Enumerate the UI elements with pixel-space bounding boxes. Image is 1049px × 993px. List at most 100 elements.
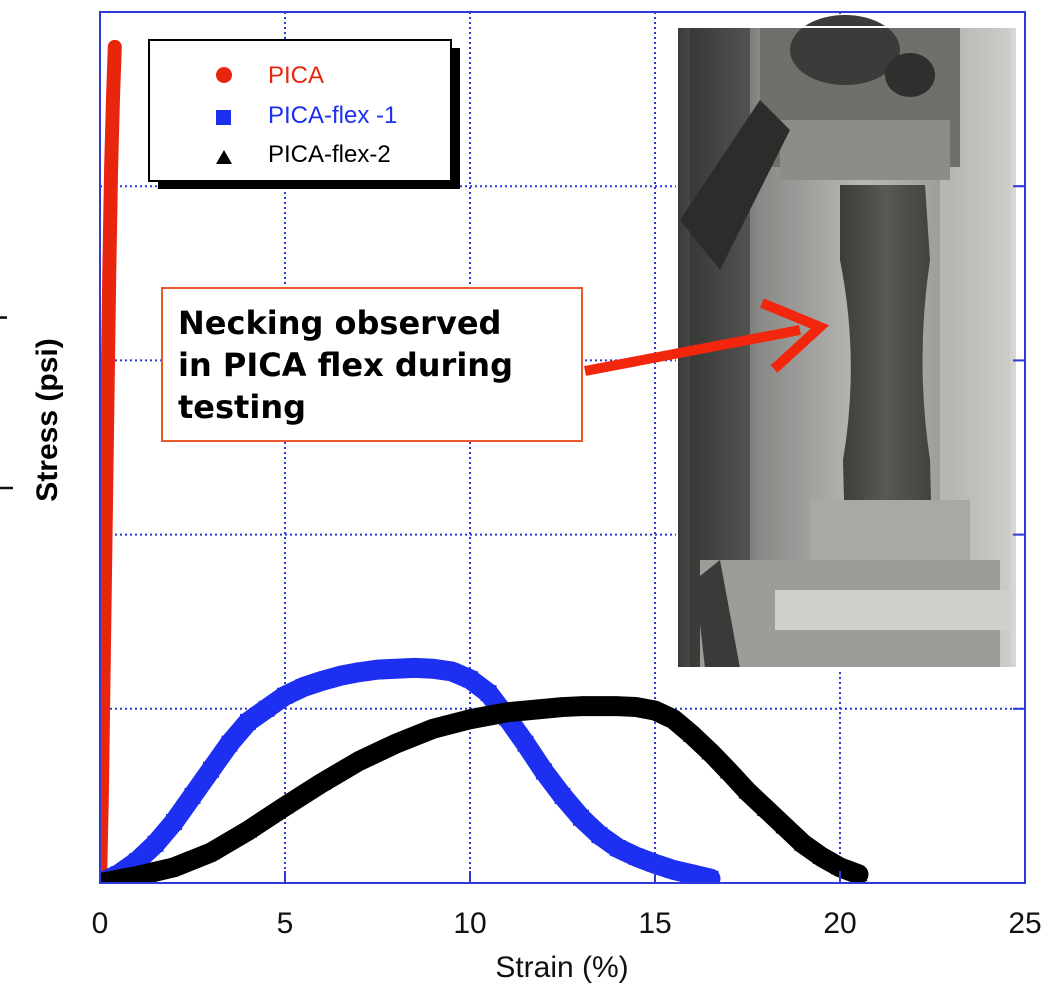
data-point xyxy=(683,725,701,742)
annotation-arrow-head xyxy=(760,298,830,373)
y-axis-label-fragment-2: | xyxy=(0,484,14,492)
data-point xyxy=(184,787,201,804)
data-point xyxy=(573,809,589,826)
data-point xyxy=(313,773,331,790)
data-point xyxy=(276,797,294,814)
legend-label-pica: PICA xyxy=(268,62,324,89)
data-point xyxy=(536,763,552,780)
data-point xyxy=(757,799,775,816)
data-point xyxy=(369,661,386,678)
data-point xyxy=(480,685,497,702)
data-point xyxy=(166,814,182,831)
annotation-line-3: testing xyxy=(178,388,306,426)
annotation-arrow-shaft xyxy=(584,325,801,376)
data-point xyxy=(388,660,404,677)
data-point xyxy=(295,679,312,696)
legend-label-pica-flex-2: PICA-flex-2 xyxy=(268,141,391,168)
data-point xyxy=(775,817,794,834)
data-point xyxy=(406,659,423,676)
data-point xyxy=(554,787,571,804)
annotation-line-1: Necking observed xyxy=(178,304,501,342)
data-point xyxy=(147,835,164,852)
legend: PICA PICA-flex -1 PICA-flex-2 xyxy=(148,39,460,189)
data-point xyxy=(424,719,442,736)
annotation-line-2: in PICA flex during xyxy=(178,346,513,384)
data-point xyxy=(100,789,108,802)
series-line xyxy=(100,657,721,883)
data-point xyxy=(332,667,349,684)
data-point xyxy=(221,735,238,752)
data-point xyxy=(239,821,257,838)
data-point xyxy=(258,700,275,717)
data-point xyxy=(720,762,738,779)
data-point xyxy=(101,397,114,410)
data-point xyxy=(738,782,757,799)
x-tick-label: 0 xyxy=(92,907,109,940)
data-point xyxy=(665,861,682,878)
data-point xyxy=(100,659,110,672)
data-point xyxy=(461,710,479,727)
legend-marker-pica-flex-2 xyxy=(216,150,232,164)
data-point xyxy=(701,743,720,760)
legend-marker-pica xyxy=(216,67,232,83)
data-point xyxy=(794,834,812,851)
data-point xyxy=(100,874,106,883)
data-point xyxy=(831,858,849,875)
x-axis-label: Strain (%) xyxy=(495,951,628,984)
data-point xyxy=(553,698,572,715)
data-point xyxy=(108,40,121,53)
data-point xyxy=(314,672,330,689)
y-axis-label-fragment-1: r xyxy=(0,311,14,321)
legend-label-pica-flex-1: PICA-flex -1 xyxy=(268,102,397,129)
series-pica-flex-2 xyxy=(100,696,869,883)
series-layer xyxy=(100,39,869,883)
data-point xyxy=(105,162,118,175)
data-point xyxy=(664,710,683,727)
data-point xyxy=(812,847,831,864)
data-point xyxy=(646,701,664,718)
x-tick-label: 15 xyxy=(638,907,671,940)
data-point xyxy=(628,848,645,865)
data-point xyxy=(425,660,441,677)
data-point xyxy=(240,713,256,730)
y-axis-label: Stress (psi) xyxy=(31,338,64,501)
data-point xyxy=(627,698,646,715)
x-axis-ticks: 0 5 10 15 20 25 xyxy=(92,185,1042,940)
data-point xyxy=(387,734,405,751)
data-point xyxy=(849,865,868,882)
data-point xyxy=(572,697,590,714)
data-point xyxy=(350,752,368,769)
annotation-callout: Necking observed in PICA flex during tes… xyxy=(161,287,830,442)
data-point xyxy=(535,699,553,716)
legend-marker-pica-flex-1 xyxy=(216,110,231,125)
specimen-photo xyxy=(676,15,1018,669)
data-point xyxy=(462,671,478,688)
data-point xyxy=(203,761,219,778)
data-point xyxy=(443,663,460,680)
data-point xyxy=(498,703,516,720)
series-pica-flex-1 xyxy=(100,657,721,883)
data-point xyxy=(351,664,367,681)
data-point xyxy=(591,827,608,844)
data-point xyxy=(100,528,112,541)
x-tick-label: 25 xyxy=(1008,907,1041,940)
data-point xyxy=(165,858,183,875)
data-point xyxy=(684,866,700,883)
plot-frame xyxy=(99,11,1026,884)
x-tick-label: 5 xyxy=(277,907,294,940)
x-tick-label: 10 xyxy=(453,907,486,940)
data-point xyxy=(702,870,719,883)
data-point xyxy=(277,687,293,704)
data-point xyxy=(610,840,626,857)
data-point xyxy=(609,697,627,714)
data-point xyxy=(590,697,609,714)
data-point xyxy=(517,735,534,752)
data-point xyxy=(103,267,116,280)
data-point xyxy=(128,867,146,883)
x-tick-label: 20 xyxy=(823,907,856,940)
series-pica xyxy=(100,39,122,883)
data-point xyxy=(106,93,119,106)
data-point xyxy=(647,855,663,872)
data-point xyxy=(202,843,220,860)
